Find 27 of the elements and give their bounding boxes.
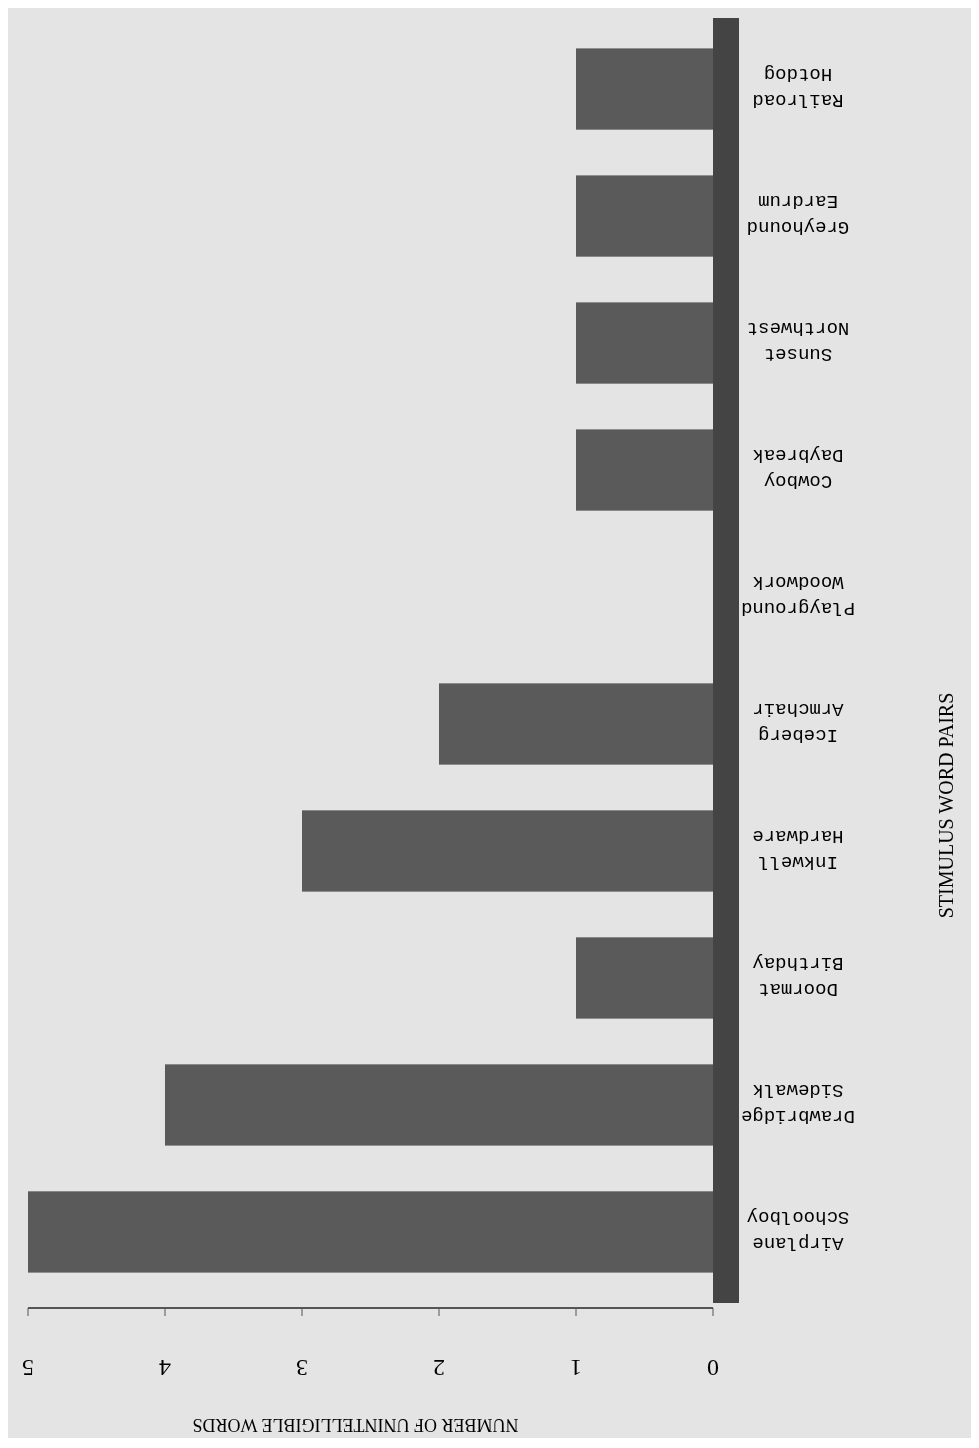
- x-axis-title: NUMBER OF UNINTELLIGIBLE WORDS: [192, 1414, 519, 1435]
- bar: [28, 1191, 713, 1273]
- bar: [302, 810, 713, 892]
- x-tick-label: 5: [22, 1354, 34, 1381]
- y-tick-label: Playground Woodwork: [740, 571, 856, 619]
- x-tick-label: 4: [159, 1354, 171, 1381]
- y-tick-label: Inkwell Hardware: [752, 824, 844, 873]
- y-tick-label: Railroad Hotdog: [752, 63, 844, 112]
- y-tick-label: Doormat Birthday: [752, 951, 844, 1000]
- bar: [165, 1064, 713, 1146]
- bar: [576, 302, 713, 384]
- y-tick-label: Drawbridge Sidewalk: [740, 1078, 856, 1127]
- y-tick-label: Greyhound Eardrum: [746, 190, 850, 239]
- y-axis-title: STIMULUS WORD PAIRS: [934, 692, 957, 919]
- bar: [576, 429, 713, 511]
- y-tick-label: Iceberg Armchair: [752, 698, 844, 746]
- y-tick-label: Cowboy Daybreak: [752, 444, 844, 493]
- y-tick-label: Airplane Schoolboy: [746, 1205, 850, 1254]
- x-tick-label: 3: [296, 1354, 308, 1381]
- bar: [576, 937, 713, 1019]
- bar: [576, 175, 713, 257]
- bar: [576, 48, 713, 130]
- bar: [439, 683, 713, 765]
- x-tick-label: 2: [433, 1354, 445, 1381]
- x-tick-label: 0: [707, 1354, 719, 1381]
- x-tick-label: 1: [570, 1354, 582, 1381]
- y-tick-label: Sunset Northwest: [746, 317, 850, 366]
